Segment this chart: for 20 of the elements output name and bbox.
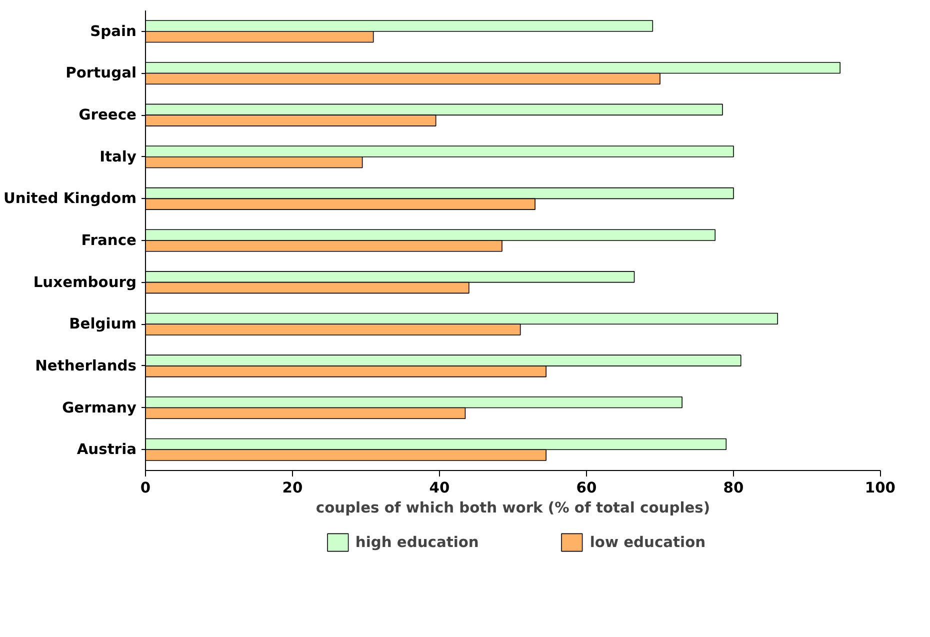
y-tick-label: Portugal <box>66 64 137 82</box>
x-axis-title: couples of which both work (% of total couples) <box>316 500 710 516</box>
legend-label: high education <box>355 534 479 550</box>
legend-label: low education <box>590 534 706 550</box>
y-tick-label: Greece <box>78 106 137 124</box>
x-tick-label: 40 <box>429 480 450 496</box>
x-tick-label: 20 <box>282 480 303 496</box>
y-tick-label: Germany <box>62 399 137 416</box>
y-tick-label: France <box>81 232 137 249</box>
x-tick-label: 100 <box>864 480 896 496</box>
y-tick-label: Austria <box>76 441 137 458</box>
y-tick-label: United Kingdom <box>3 190 137 208</box>
y-tick-label: Netherlands <box>35 357 137 374</box>
x-tick-label: 80 <box>723 480 744 496</box>
x-tick-label: 0 <box>140 480 151 496</box>
x-tick-label: 60 <box>576 480 597 496</box>
y-tick-label: Italy <box>100 148 137 166</box>
y-tick-label: Spain <box>90 22 137 40</box>
y-tick-label: Luxembourg <box>33 274 137 291</box>
y-tick-label: Belgium <box>69 316 137 333</box>
